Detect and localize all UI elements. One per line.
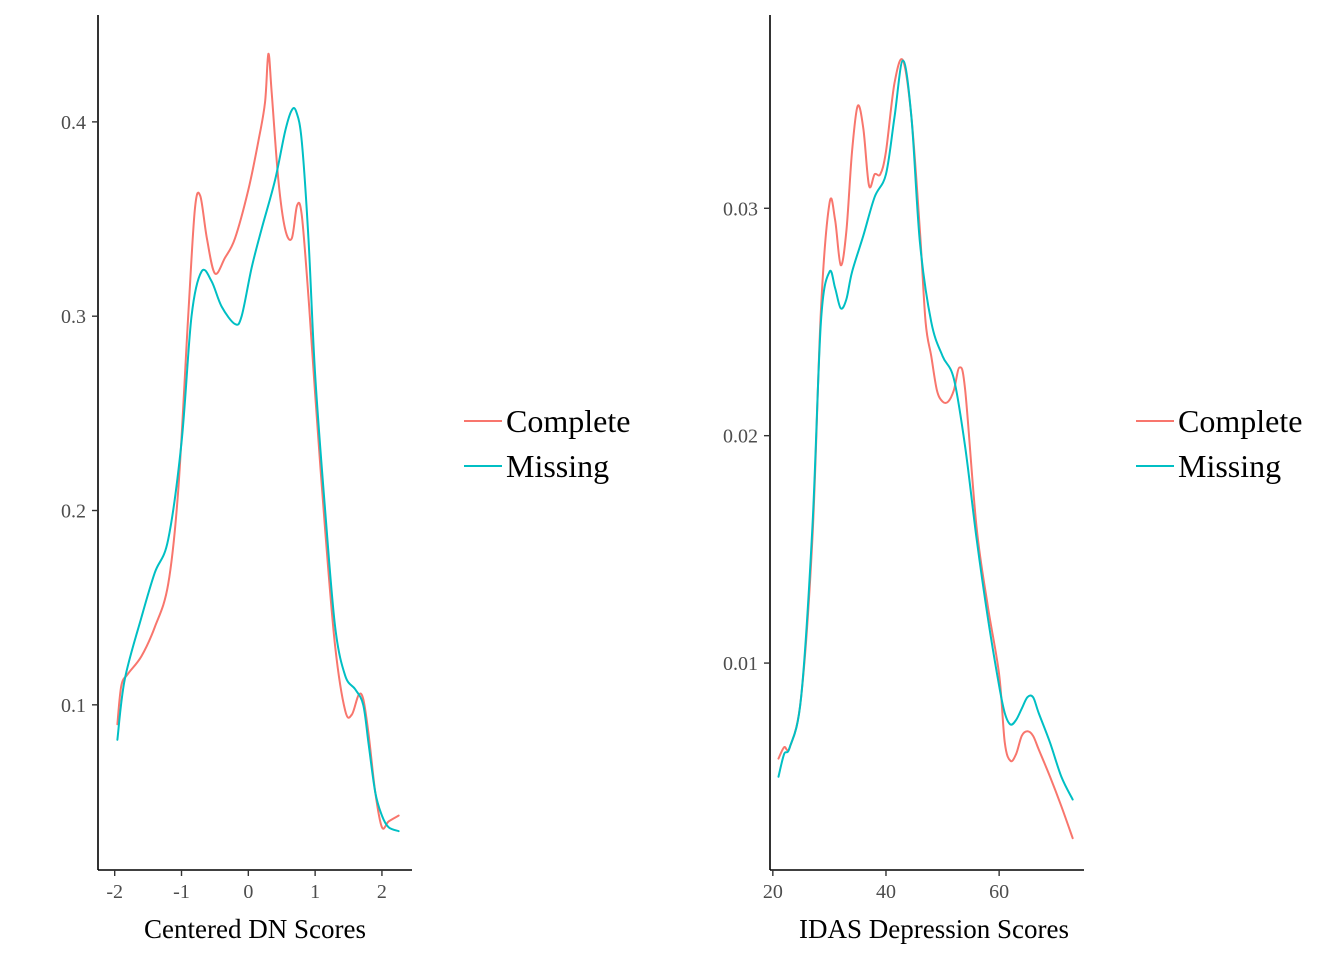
legend-label-missing-dn: Missing [506, 448, 609, 484]
y-tick-label: 0.1 [61, 695, 86, 717]
y-tick-label: 0.02 [723, 426, 758, 448]
y-tick-label: 0.3 [61, 306, 86, 328]
x-axis-title-idas: IDAS Depression Scores [799, 914, 1069, 944]
series-group [116, 52, 400, 833]
y-tick-label: 0.4 [61, 112, 86, 134]
y-tick-label: 0.2 [61, 501, 86, 523]
legend-label-complete-idas: Complete [1178, 403, 1302, 439]
panel-idas-scores: 20 40 60 0.01 0.02 0.03 IDAS Depression Score… [723, 15, 1302, 944]
x-tick-label: -2 [106, 881, 123, 903]
legend-label-complete-dn: Complete [506, 403, 630, 439]
y-tick-label: 0.03 [723, 198, 758, 220]
tick-group: 20 40 60 0.01 0.02 0.03 [723, 198, 1009, 903]
x-tick-label: 60 [989, 881, 1009, 903]
series-line-missing [116, 107, 400, 833]
x-tick-label: 40 [876, 881, 896, 903]
panel-dn-scores: -2 -1 0 1 2 0.1 0.2 0.3 0.4 Centered DN Scores C… [61, 15, 630, 944]
x-tick-label: 2 [377, 881, 387, 903]
series-line-missing [777, 59, 1074, 801]
x-tick-label: 0 [243, 881, 253, 903]
x-tick-label: 20 [763, 881, 783, 903]
x-tick-label: 1 [310, 881, 320, 903]
tick-group: -2 -1 0 1 2 0.1 0.2 0.3 0.4 [61, 112, 387, 903]
x-axis-title-dn: Centered DN Scores [144, 914, 366, 944]
legend-label-missing-idas: Missing [1178, 448, 1281, 484]
series-group [777, 58, 1074, 840]
series-line-complete [777, 58, 1074, 840]
legend-dn: Complete Missing [464, 403, 630, 484]
series-line-complete [116, 52, 400, 830]
plot-area-dn: -2 -1 0 1 2 0.1 0.2 0.3 0.4 [61, 15, 412, 903]
x-tick-label: -1 [173, 881, 190, 903]
plot-area-idas: 20 40 60 0.01 0.02 0.03 [723, 15, 1084, 903]
y-tick-label: 0.01 [723, 653, 758, 675]
legend-idas: Complete Missing [1136, 403, 1302, 484]
